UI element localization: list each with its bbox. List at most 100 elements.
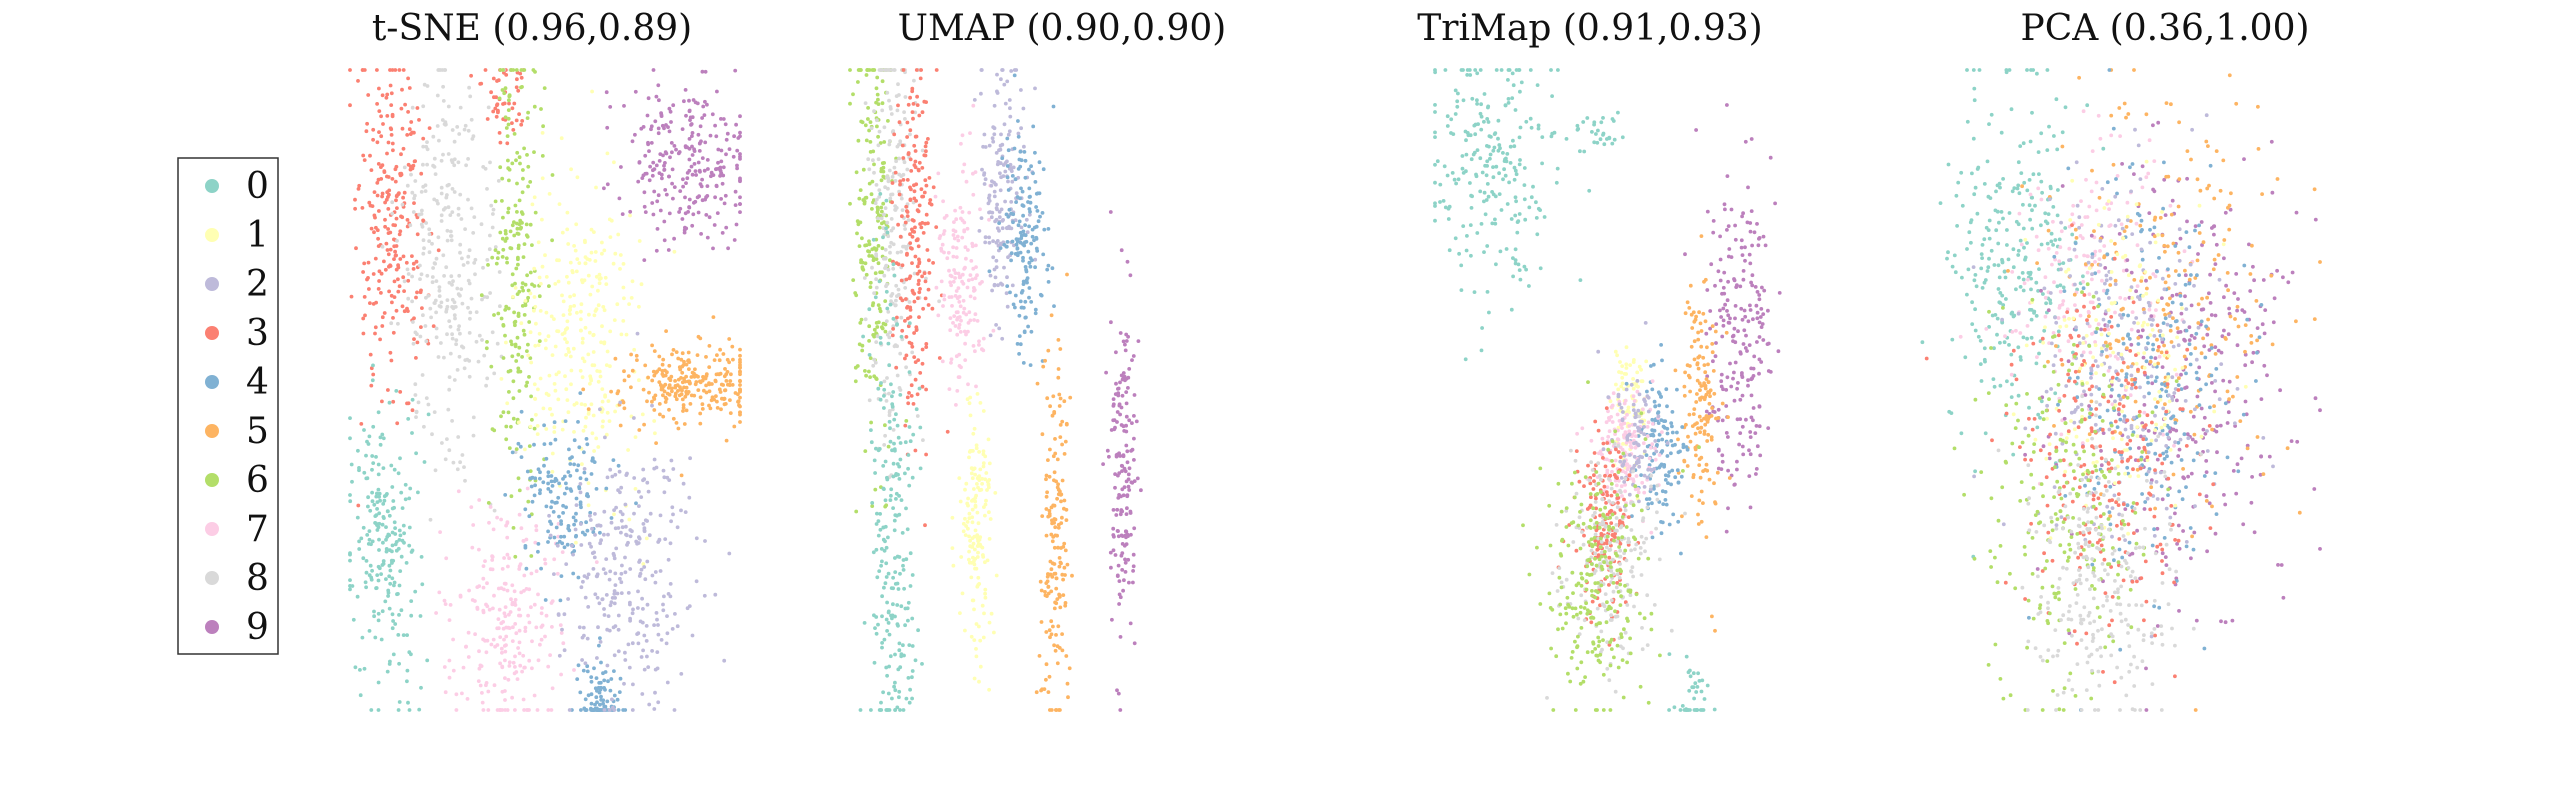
point [738, 372, 742, 377]
point [977, 450, 981, 454]
point [492, 508, 497, 513]
point [881, 235, 885, 240]
point [887, 98, 891, 103]
point [1472, 290, 1477, 294]
point [872, 334, 877, 339]
point [923, 144, 928, 149]
point [1485, 244, 1490, 248]
point [559, 574, 564, 578]
point [1064, 518, 1069, 522]
point [603, 704, 608, 709]
point [870, 303, 875, 308]
point [905, 253, 909, 257]
point [694, 173, 698, 177]
point [1109, 320, 1113, 325]
point [500, 708, 505, 712]
point [526, 110, 530, 115]
point [373, 256, 378, 261]
point [1029, 300, 1034, 304]
point [425, 84, 430, 88]
point [394, 548, 399, 553]
point [534, 528, 539, 533]
point [1117, 602, 1121, 606]
point [738, 157, 742, 161]
point [980, 280, 984, 284]
point [1125, 460, 1130, 465]
point [961, 298, 966, 303]
point [884, 503, 889, 508]
point [569, 382, 573, 387]
point [738, 202, 742, 207]
point [1058, 423, 1063, 427]
point [713, 592, 718, 597]
point [1738, 284, 1743, 289]
point [491, 212, 495, 216]
point [654, 465, 659, 470]
point [912, 183, 916, 188]
point [597, 277, 602, 281]
point [549, 708, 554, 712]
point [1743, 314, 1748, 319]
point [1595, 140, 1600, 145]
point [627, 665, 632, 670]
point [738, 130, 742, 135]
point [731, 357, 735, 362]
point [1054, 576, 1059, 581]
point [679, 473, 684, 478]
point [565, 227, 570, 232]
point [393, 68, 398, 72]
point [968, 449, 973, 453]
point [471, 231, 476, 235]
point [441, 99, 446, 103]
point [957, 476, 962, 480]
point [877, 447, 882, 451]
point [492, 593, 496, 598]
point [893, 680, 897, 685]
point [662, 168, 667, 172]
point [1012, 73, 1017, 78]
point [641, 478, 645, 483]
point [619, 518, 624, 523]
point [375, 102, 379, 106]
point [418, 290, 423, 295]
point [681, 481, 686, 486]
point [607, 419, 612, 423]
point [535, 432, 540, 436]
point [469, 296, 474, 301]
point [959, 141, 963, 146]
point [1713, 354, 1718, 359]
point [973, 503, 978, 508]
point [1130, 421, 1134, 425]
point [639, 567, 644, 572]
point [408, 486, 413, 491]
point [588, 292, 593, 297]
point [586, 693, 591, 698]
point [1055, 597, 1060, 601]
point [544, 310, 549, 315]
point [1725, 228, 1729, 232]
point [599, 340, 603, 345]
point [1777, 291, 1782, 295]
point [708, 133, 713, 138]
point [1738, 350, 1743, 354]
point [553, 437, 558, 442]
point [698, 336, 703, 341]
point [377, 548, 381, 552]
point [479, 664, 484, 668]
point [680, 127, 685, 131]
point [875, 334, 880, 339]
point [981, 449, 986, 454]
point [1488, 152, 1493, 157]
point [982, 505, 986, 509]
point [430, 432, 434, 437]
point [540, 131, 545, 135]
point [989, 215, 994, 220]
point [853, 379, 858, 384]
point [670, 150, 674, 155]
point [384, 549, 389, 554]
point [953, 276, 957, 280]
point [696, 388, 701, 392]
point [954, 246, 959, 250]
point [867, 128, 871, 133]
point [876, 622, 880, 627]
